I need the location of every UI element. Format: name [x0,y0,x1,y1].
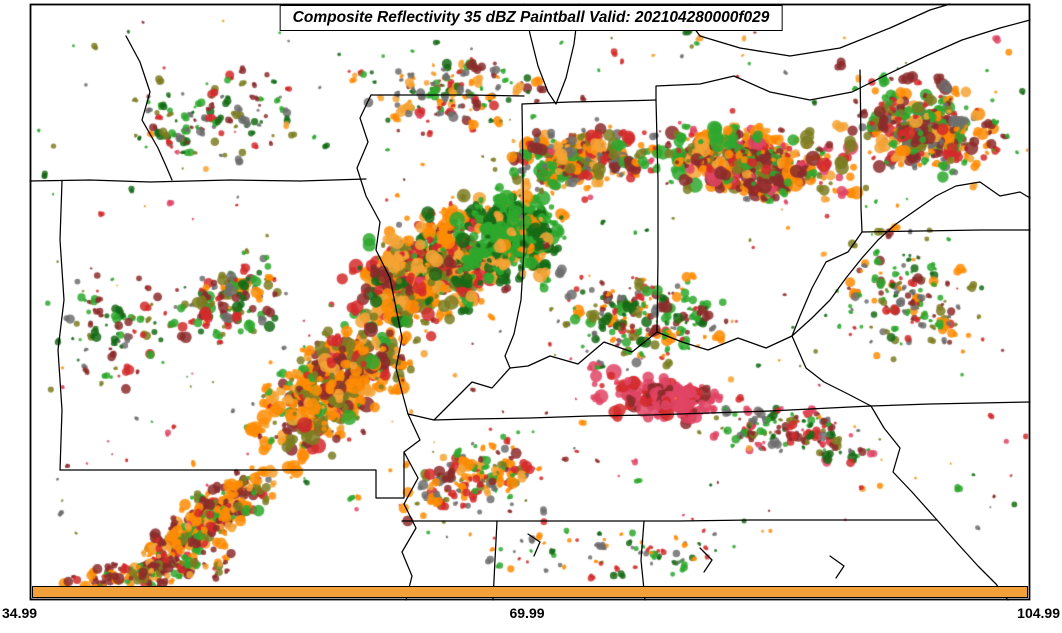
state-border-line [521,99,657,105]
state-border-line [29,178,367,183]
state-border-line [655,99,659,333]
state-border-line [370,94,525,97]
state-border-line [356,94,409,415]
tick-label-mid: 69.99 [509,605,545,621]
state-border-line [859,69,863,233]
state-border-line [699,547,713,573]
state-border-line [504,103,525,369]
state-border-line [861,229,1031,233]
state-border-line [791,335,872,407]
state-border-line [656,231,863,351]
state-border-line [401,413,421,601]
state-border-line [509,331,658,369]
state-border-line [407,367,511,421]
state-border-line [433,405,872,421]
map-frame [29,3,1031,601]
plot-title: Composite Reflectivity 35 dBZ Paintball … [279,5,783,31]
state-border-line [57,180,65,471]
state-border-line [125,35,173,181]
colorbar [32,586,1028,598]
state-border-line [791,181,1031,337]
colorbar-tick-labels: 34.99 69.99 104.99 [0,605,1062,627]
state-border-line [401,519,938,522]
tick-label-min: 34.99 [2,605,38,621]
state-border-line [59,451,405,499]
state-border-line [699,3,951,57]
state-border-line [527,533,541,557]
state-border-line [655,19,1031,101]
state-border-line [870,401,1031,407]
state-border-line [829,555,845,579]
state-border-line [870,405,938,521]
tick-label-max: 104.99 [1017,605,1060,621]
